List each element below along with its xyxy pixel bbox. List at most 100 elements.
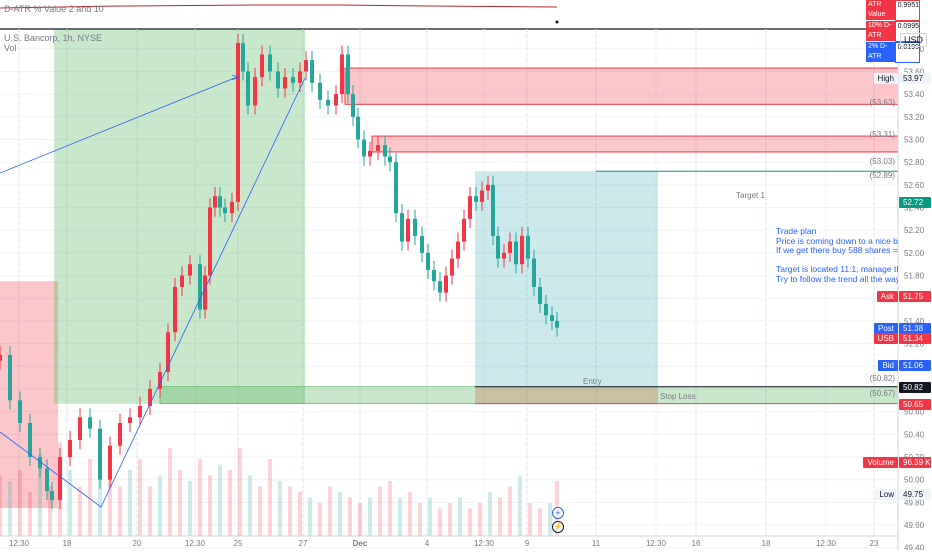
volume-bar [118,486,122,536]
long-target-box [475,171,658,387]
volume-bar [268,459,272,536]
candle [38,457,42,469]
candle [526,235,530,259]
x-tick-label: 18 [63,539,72,548]
candle [28,422,32,458]
y-tick-label: 51.20 [904,340,925,349]
zone-price-label: (53.03) [870,157,896,166]
volume-bar [238,448,242,536]
candle [544,303,548,316]
candle [474,196,478,202]
plan-line-2: Price is coming down to a nice buying [776,235,898,246]
atr-indicator-line [0,4,558,9]
volume-bar [428,497,432,536]
volume-bar [508,486,512,536]
target-price-tag[interactable]: 52.72 [899,197,931,208]
low-price-tag[interactable]: 49.75 [899,489,931,500]
candle [166,332,170,372]
y-tick-label: 52.20 [904,226,925,235]
high-price-tag[interactable]: 53.97 [899,73,931,84]
y-tick-label: 52.00 [904,249,925,258]
x-tick-label: 11 [592,539,601,548]
indicator-name: D-ATR % Value 2 and 10 [4,4,104,14]
zone-price-label: (52.89) [870,171,896,180]
volume-bar [398,497,402,536]
stop-price-tag[interactable]: 50.65 [899,399,931,410]
candle [0,354,2,361]
x-tick-label: 20 [133,539,142,548]
candle [356,116,360,140]
symbol-legend[interactable]: U.S. Bancorp, 1h, NYSE [4,33,102,43]
x-tick-label: 16 [692,539,701,548]
candle [223,207,227,214]
candle [340,54,344,95]
candle [462,218,466,242]
x-tick-label: 25 [234,539,243,548]
volume-legend[interactable]: Vol [4,43,17,53]
candle [218,196,222,208]
add-alert-button[interactable]: + [552,507,564,519]
candle [486,184,490,191]
zone-price-label: (53.63) [870,98,896,107]
candle [45,468,49,492]
candle [480,190,484,202]
candle [334,94,338,106]
post-price-tag[interactable]: 51.38 [899,323,931,334]
atr-row-value: 0.0199 [894,42,920,63]
volume-bar [448,503,452,536]
candle [276,71,280,89]
volume-bar [478,503,482,536]
y-tick-label: 53.20 [904,113,925,122]
volume-bar [148,486,152,536]
candle [444,275,448,293]
candle [426,252,430,270]
candle [230,201,234,214]
low-tag-label: Low [875,489,898,500]
volume-bar [0,475,2,536]
candle [383,145,387,157]
bid-price-tag[interactable]: 51.06 [899,360,931,371]
zone-price-label: (50.67) [870,389,896,398]
candle [241,43,245,72]
currency-label[interactable]: USD [900,33,928,47]
candle [128,417,132,423]
y-tick-label: 53.60 [904,67,925,76]
atr-row-label: 2% D-ATR [866,42,895,63]
candle [208,207,212,276]
target-label: Target 1 [736,191,765,200]
candle [413,218,417,236]
volume-bar [18,470,22,536]
candle [246,71,250,106]
ask-price-tag[interactable]: 51.75 [899,291,931,302]
x-tick-label: 9 [525,539,530,548]
candle [432,269,436,282]
x-tick-label: 12:30 [474,539,495,548]
candle [438,281,442,293]
usb-price-tag[interactable]: 51.34 [899,333,931,344]
trade-plan-note[interactable]: Trade plan Price is coming down to a nic… [776,227,898,285]
volume-bar [348,497,352,536]
candle [351,94,355,117]
y-tick-label: 53.40 [904,90,925,99]
atr-box: ATR Value 0.9951 10% D-ATR 0.0995 2% D-ATR 0.… [866,0,920,63]
x-tick-label: 23 [870,539,879,548]
candle [78,417,82,440]
volume-bar [218,464,222,536]
candle [304,60,308,72]
atr-row: 2% D-ATR 0.0199 [866,42,920,63]
candle [400,213,404,242]
volume-bar [188,481,192,536]
volume-label: Vol [4,43,17,53]
candle [491,184,495,236]
volume-price-tag[interactable]: 96.39 K [899,457,931,468]
indicator-legend[interactable]: D-ATR % Value 2 and 10 [4,4,104,14]
y-tick-label: 52.80 [904,158,925,167]
candle [520,235,524,265]
candle [368,150,372,157]
flash-icon[interactable]: ⚡ [552,521,564,533]
volume-bar [68,470,72,536]
plan-line-3: If we get there buy 588 shares = $10 [776,245,898,256]
entry-price-tag[interactable]: 50.82 [899,382,931,393]
